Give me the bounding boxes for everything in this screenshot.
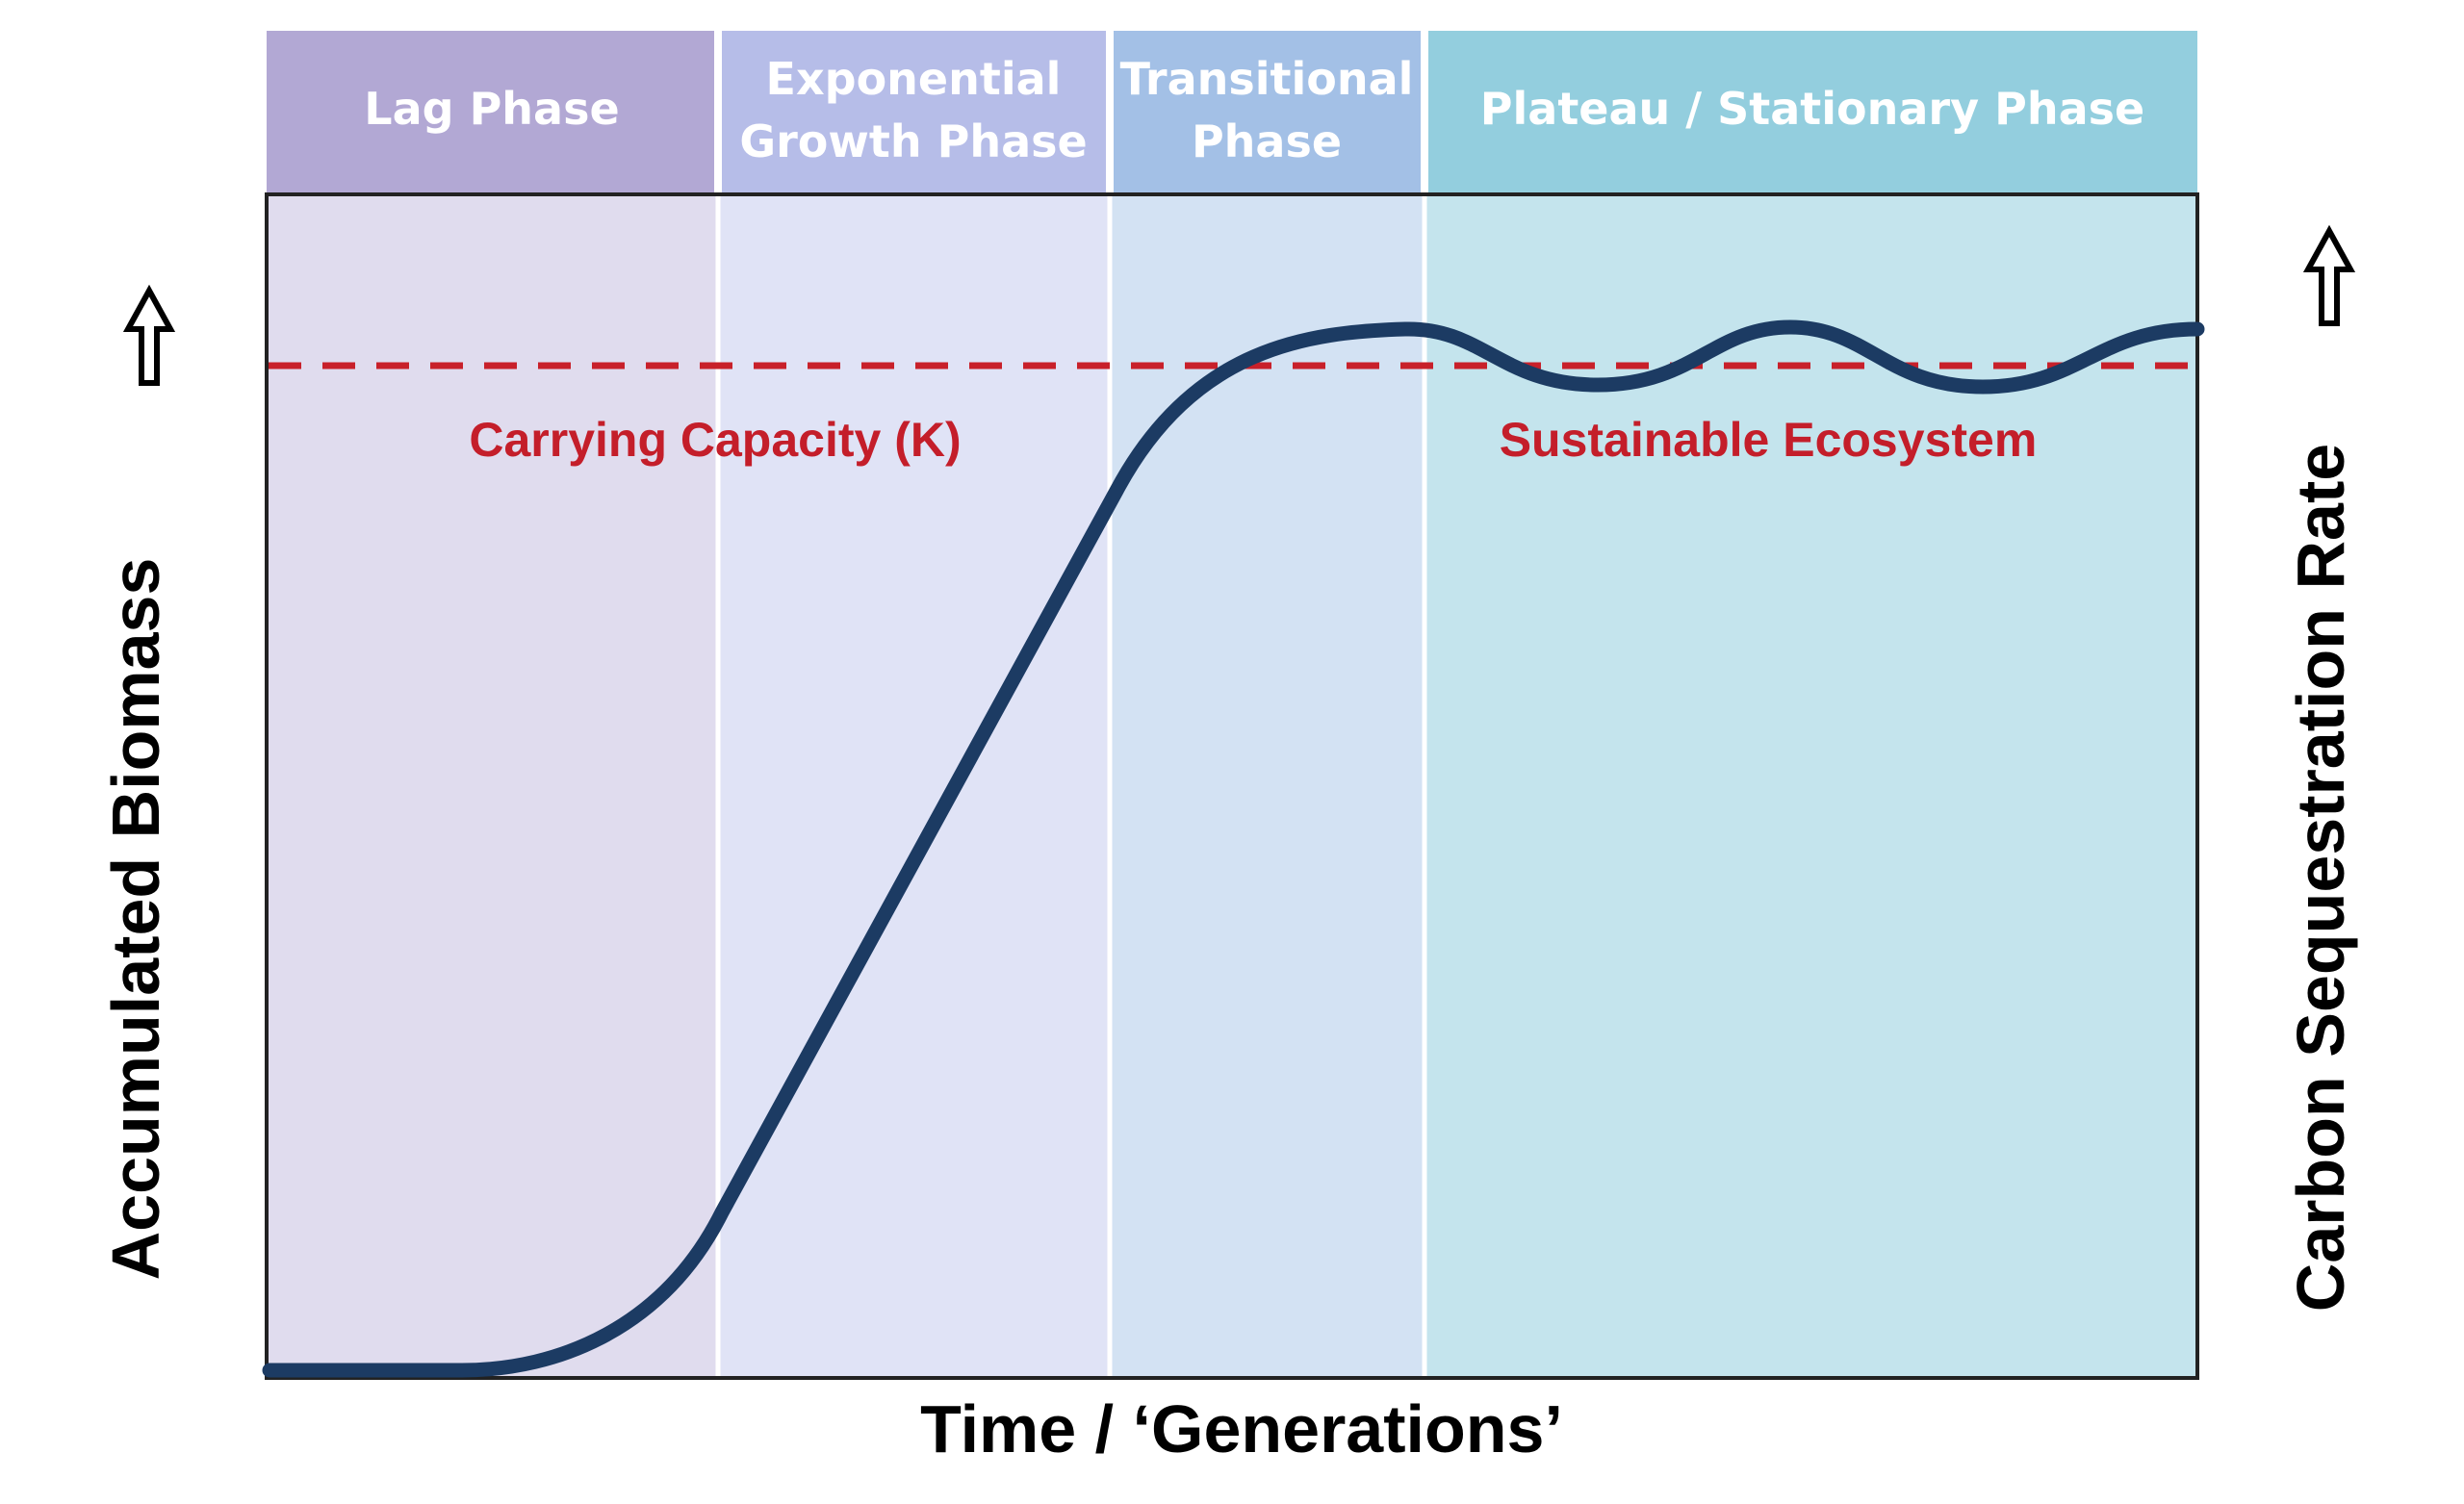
header-lag-phase — [267, 31, 714, 194]
band-plateau-phase — [1424, 194, 2197, 1378]
right-y-axis-label: Carbon Sequestration Rate — [2283, 444, 2358, 1312]
phase-label-exponential-line2: Growth Phase — [739, 115, 1087, 167]
biomass-growth-curve — [262, 319, 2205, 1378]
header-plateau-phase — [1428, 31, 2197, 194]
header-transitional-phase — [1114, 31, 1421, 194]
band-transitional-phase — [1110, 194, 1424, 1378]
phase-label-transitional-line1: Transitional — [1120, 53, 1414, 105]
phase-label-plateau: Plateau / Stationary Phase — [1480, 83, 2144, 135]
phase-label-exponential-line1: Exponential — [766, 53, 1062, 105]
band-exponential-phase — [718, 194, 1110, 1378]
plot-frame — [265, 192, 2199, 1380]
sustainable-ecosystem-label: Sustainable Ecosystem — [1500, 413, 2038, 467]
x-axis-label: Time / ‘Generations’ — [920, 1391, 1563, 1466]
up-arrow-icon — [122, 284, 176, 386]
left-y-axis-label: Accumulated Biomass — [98, 558, 173, 1281]
phase-label-lag: Lag Phase — [364, 83, 619, 135]
carrying-capacity-label: Carrying Capacity (K) — [469, 413, 961, 467]
phase-label-transitional-line2: Phase — [1192, 115, 1342, 167]
up-arrow-icon — [2302, 224, 2356, 326]
header-exponential-phase — [722, 31, 1106, 194]
band-lag-phase — [267, 194, 718, 1378]
